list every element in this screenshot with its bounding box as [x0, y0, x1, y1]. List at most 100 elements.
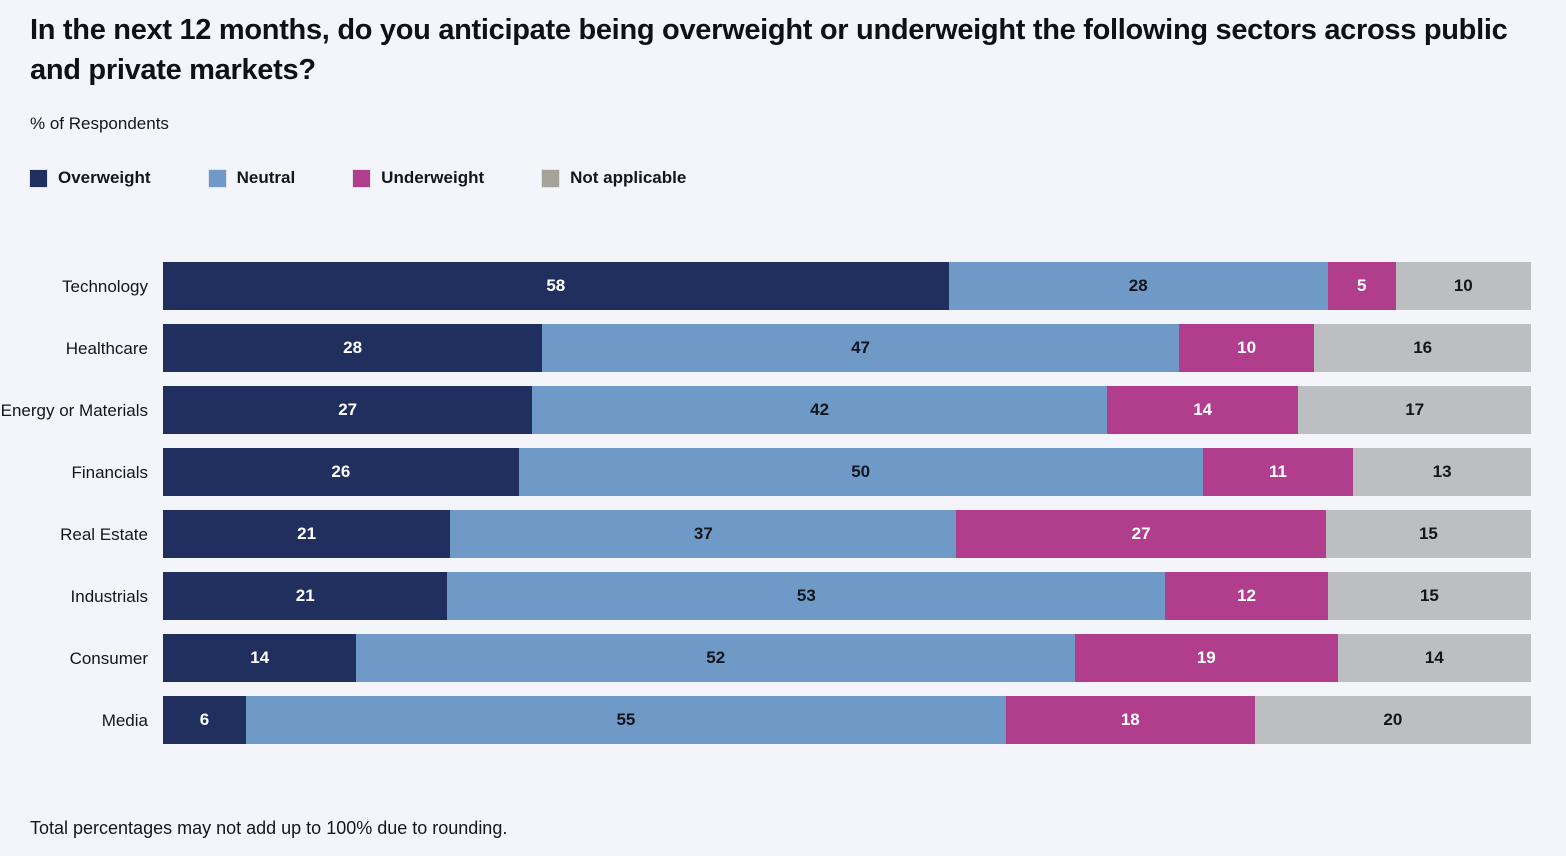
axis-units-label: % of Respondents [30, 114, 169, 133]
legend-label: Not applicable [570, 168, 687, 187]
legend-swatch-underweight [353, 169, 371, 187]
bar-track: 21 37 27 15 [163, 510, 1531, 558]
segment-value-label: 13 [1432, 462, 1452, 481]
bar-segment-overweight: 28 [163, 324, 543, 372]
chart-row-financials: Financials 26 50 11 13 [0, 448, 1566, 496]
bar-track: 58 28 5 10 [163, 262, 1531, 310]
chart-row-industrials: Industrials 21 53 12 15 [0, 572, 1566, 620]
chart-row-technology: Technology 58 28 5 10 [0, 262, 1566, 310]
segment-value-label: 19 [1196, 648, 1216, 667]
bar-segment-neutral: 55 [245, 696, 1006, 744]
bar-segment-underweight: 27 [956, 510, 1326, 558]
segment-value-label: 15 [1418, 524, 1438, 543]
segment-value-label: 14 [1424, 648, 1444, 667]
segment-value-label: 55 [616, 710, 636, 729]
segment-value-label: 12 [1237, 586, 1257, 605]
bar-segment-overweight: 21 [163, 572, 448, 620]
bar-segment-underweight: 5 [1327, 262, 1396, 310]
segment-value-label: 15 [1419, 586, 1439, 605]
segment-value-label: 58 [546, 276, 566, 295]
segment-value-label: 42 [810, 400, 830, 419]
chart-row-consumer: Consumer 14 52 19 14 [0, 634, 1566, 682]
bar-segment-underweight: 14 [1106, 386, 1299, 434]
bar-segment-overweight: 58 [163, 262, 949, 310]
category-label: Real Estate [60, 524, 148, 544]
segment-value-label: 47 [851, 338, 870, 357]
legend-label: Underweight [381, 168, 485, 187]
bar-segment-overweight: 21 [163, 510, 451, 558]
bar-segment-not-applicable: 15 [1325, 510, 1531, 558]
category-label: Technology [61, 276, 148, 296]
category-label: Financials [71, 462, 148, 482]
bar-segment-underweight: 18 [1005, 696, 1255, 744]
segment-value-label: 20 [1383, 710, 1403, 729]
segment-value-label: 26 [331, 462, 351, 481]
chart-row-healthcare: Healthcare 28 47 10 16 [0, 324, 1566, 372]
segment-value-label: 14 [250, 648, 270, 667]
category-label: Industrials [70, 586, 148, 606]
chart-row-real-estate: Real Estate 21 37 27 15 [0, 510, 1566, 558]
legend-item-overweight: Overweight [30, 168, 151, 188]
bar-segment-neutral: 42 [532, 386, 1107, 434]
bar-segment-overweight: 26 [163, 448, 519, 496]
segment-value-label: 5 [1356, 276, 1367, 295]
segment-value-label: 52 [706, 648, 726, 667]
footnote: Total percentages may not add up to 100%… [30, 818, 508, 838]
segment-value-label: 6 [199, 710, 210, 729]
bar-track: 14 52 19 14 [163, 634, 1531, 682]
legend-item-underweight: Underweight [353, 168, 484, 188]
bar-track: 6 55 18 20 [163, 696, 1531, 744]
bar-segment-underweight: 11 [1202, 448, 1354, 496]
legend-swatch-neutral [208, 169, 226, 187]
legend: Overweight Neutral Underweight Not applicab… [30, 168, 1566, 188]
segment-value-label: 18 [1120, 710, 1140, 729]
bar-segment-neutral: 52 [356, 634, 1075, 682]
bar-segment-not-applicable: 15 [1327, 572, 1531, 620]
bar-segment-not-applicable: 14 [1337, 634, 1531, 682]
segment-value-label: 28 [1128, 276, 1148, 295]
segment-value-label: 16 [1413, 338, 1433, 357]
bar-segment-not-applicable: 16 [1314, 324, 1532, 372]
category-label: Energy or Materials [0, 400, 148, 420]
stacked-bar-chart: Technology 58 28 5 10 Healthcare 28 47 10 16 Energ… [0, 262, 1566, 744]
legend-label: Overweight [58, 168, 151, 187]
legend-label: Neutral [236, 168, 296, 187]
segment-value-label: 27 [338, 400, 358, 419]
legend-swatch-not-applicable [542, 169, 560, 187]
bar-segment-not-applicable: 17 [1298, 386, 1531, 434]
bar-segment-neutral: 53 [447, 572, 1166, 620]
bar-track: 26 50 11 13 [163, 448, 1532, 496]
category-label: Consumer [69, 648, 148, 668]
segment-value-label: 17 [1405, 400, 1425, 419]
segment-value-label: 21 [297, 524, 317, 543]
bar-segment-underweight: 19 [1075, 634, 1338, 682]
bar-segment-not-applicable: 10 [1395, 262, 1531, 310]
bar-segment-overweight: 14 [163, 634, 357, 682]
segment-value-label: 10 [1453, 276, 1473, 295]
segment-value-label: 28 [343, 338, 363, 357]
bar-segment-neutral: 50 [518, 448, 1203, 496]
bar-track: 27 42 14 17 [163, 386, 1531, 434]
segment-value-label: 37 [693, 524, 713, 543]
category-label: Media [101, 710, 148, 730]
bar-track: 21 53 12 15 [163, 572, 1531, 620]
legend-item-neutral: Neutral [208, 168, 296, 188]
bar-track: 28 47 10 16 [163, 324, 1532, 372]
segment-value-label: 21 [295, 586, 315, 605]
bar-segment-overweight: 27 [163, 386, 533, 434]
segment-value-label: 53 [796, 586, 816, 605]
bar-segment-neutral: 28 [948, 262, 1328, 310]
bar-segment-underweight: 10 [1178, 324, 1315, 372]
legend-swatch-overweight [30, 169, 47, 187]
chart-row-media: Media 6 55 18 20 [0, 696, 1566, 744]
segment-value-label: 11 [1268, 462, 1287, 481]
bar-segment-neutral: 37 [450, 510, 957, 558]
bar-segment-neutral: 47 [542, 324, 1179, 372]
category-label: Healthcare [65, 338, 148, 358]
segment-value-label: 27 [1131, 524, 1151, 543]
legend-item-not-applicable: Not applicable [542, 168, 686, 188]
segment-value-label: 50 [851, 462, 871, 481]
chart-row-energy-or-materials: Energy or Materials 27 42 14 17 [0, 386, 1566, 434]
bar-segment-not-applicable: 20 [1254, 696, 1531, 744]
